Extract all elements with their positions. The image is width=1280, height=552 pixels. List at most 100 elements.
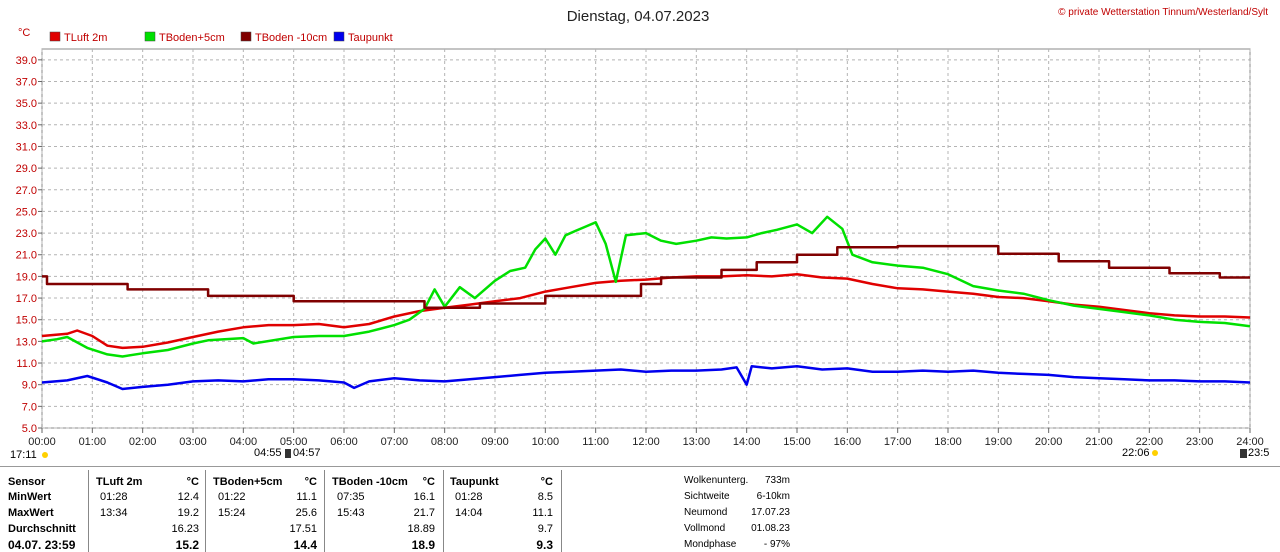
row-value: 15.2 xyxy=(175,538,199,552)
row-value: 8.5 xyxy=(537,491,553,503)
info-label: Wolkenunterg. xyxy=(684,475,749,486)
table-divider xyxy=(0,466,1280,467)
x-tick-label: 24:00 xyxy=(1236,436,1264,448)
row-time: 14:04 xyxy=(455,507,483,519)
y-tick-label: 25.0 xyxy=(16,206,37,218)
marker-sunset: 22:06 xyxy=(1122,447,1150,459)
legend-label: Taupunkt xyxy=(348,32,393,44)
marker-sunrise-a: 04:55 xyxy=(254,447,282,459)
col-divider xyxy=(561,470,562,552)
y-tick-label: 7.0 xyxy=(22,401,37,413)
legend-swatch xyxy=(240,31,252,42)
moon-icon xyxy=(1240,449,1247,458)
x-tick-label: 19:00 xyxy=(985,436,1013,448)
x-tick-label: 00:00 xyxy=(28,436,56,448)
y-tick-label: 5.0 xyxy=(22,423,37,435)
header-unit3: °C xyxy=(422,476,435,488)
col-divider xyxy=(324,470,325,552)
y-tick-label: 13.0 xyxy=(16,336,37,348)
series-line-2 xyxy=(42,244,1250,310)
y-axis: 5.0 7.0 9.0 11.0 13.0 15.0 17.0 19.0 21.0 23.0 25.… xyxy=(16,55,42,435)
row-value: 18.89 xyxy=(407,523,435,535)
sunrise-icon xyxy=(285,449,291,458)
x-tick-label: 15:00 xyxy=(783,436,811,448)
row-label: 04.07. 23:59 xyxy=(8,538,76,552)
info-label: Sichtweite xyxy=(684,491,730,502)
row-value: 9.3 xyxy=(536,538,553,552)
row-value: 9.7 xyxy=(537,523,553,535)
info-label: Neumond xyxy=(684,507,728,518)
chart-series xyxy=(41,215,1251,391)
x-tick-label: 05:00 xyxy=(280,436,308,448)
stats-table: Sensor TLuft 2m °C TBoden+5cm °C TBoden … xyxy=(0,466,1280,552)
header-unit2: °C xyxy=(304,476,317,488)
x-tick-label: 11:00 xyxy=(582,436,609,448)
header-col3: TBoden -10cm xyxy=(332,476,408,488)
row-label: MaxWert xyxy=(8,507,54,519)
header-col1: TLuft 2m xyxy=(96,476,143,488)
row-value: 11.1 xyxy=(296,491,317,503)
y-tick-label: 31.0 xyxy=(16,141,37,153)
x-tick-label: 18:00 xyxy=(934,436,962,448)
row-value: 17.51 xyxy=(289,523,317,535)
chart-grid xyxy=(41,48,1251,429)
series-line-1 xyxy=(41,215,1251,358)
y-tick-label: 17.0 xyxy=(16,293,37,305)
row-time: 15:43 xyxy=(337,507,365,519)
row-label: MinWert xyxy=(8,491,52,503)
header-unit4: °C xyxy=(540,476,553,488)
y-tick-label: 27.0 xyxy=(16,185,37,197)
sun-icon xyxy=(42,452,48,458)
x-tick-label: 16:00 xyxy=(834,436,862,448)
header-unit1: °C xyxy=(186,476,199,488)
legend-swatch xyxy=(49,31,61,42)
legend-label: TBoden+5cm xyxy=(159,32,225,44)
info-label: Vollmond xyxy=(684,523,726,534)
row-value: 11.1 xyxy=(532,507,553,519)
chart-title: Dienstag, 04.07.2023 xyxy=(567,8,710,25)
row-value: 19.2 xyxy=(177,507,199,519)
y-axis-unit: °C xyxy=(18,27,30,39)
x-axis: 00:00 01:00 02:00 03:00 04:00 05:00 06:00 07:00… xyxy=(28,428,1264,448)
y-tick-label: 35.0 xyxy=(16,98,37,110)
row-value: 18.9 xyxy=(411,538,435,552)
y-tick-label: 19.0 xyxy=(16,271,37,283)
x-tick-label: 06:00 xyxy=(330,436,358,448)
x-tick-label: 22:00 xyxy=(1136,436,1164,448)
x-tick-label: 13:00 xyxy=(683,436,711,448)
info-label: Mondphase xyxy=(684,539,737,550)
col-divider xyxy=(88,470,89,552)
x-tick-label: 10:00 xyxy=(532,436,560,448)
row-time: 07:35 xyxy=(337,491,365,503)
x-tick-label: 07:00 xyxy=(381,436,409,448)
header-col2: TBoden+5cm xyxy=(213,476,283,488)
y-tick-label: 29.0 xyxy=(16,163,37,175)
row-label: Durchschnitt xyxy=(8,523,76,535)
y-tick-label: 9.0 xyxy=(22,380,37,392)
series-line-0 xyxy=(41,272,1251,350)
marker-right-time: 23:5 xyxy=(1248,447,1269,459)
x-tick-label: 08:00 xyxy=(431,436,459,448)
marker-sunrise-b: 04:57 xyxy=(293,447,321,459)
x-tick-label: 02:00 xyxy=(129,436,157,448)
y-tick-label: 39.0 xyxy=(16,55,37,67)
sun-markers: 17:11 04:55 04:57 22:06 23:5 xyxy=(10,447,1269,461)
col-divider xyxy=(205,470,206,552)
row-value: 16.23 xyxy=(171,523,199,535)
x-tick-label: 04:00 xyxy=(230,436,258,448)
y-tick-label: 11.0 xyxy=(16,358,37,370)
header-col4: Taupunkt xyxy=(450,476,499,488)
legend-label: TLuft 2m xyxy=(64,32,107,44)
row-value: 21.7 xyxy=(413,507,435,519)
copyright-text: © private Wetterstation Tinnum/Westerlan… xyxy=(1058,7,1268,18)
info-value: 6-10km xyxy=(756,491,790,502)
legend-swatch xyxy=(333,31,345,42)
info-value: 01.08.23 xyxy=(751,523,790,534)
row-time: 01:22 xyxy=(218,491,246,503)
col-divider xyxy=(443,470,444,552)
y-tick-label: 21.0 xyxy=(16,250,37,262)
marker-left-time: 17:11 xyxy=(10,449,37,461)
sunset-icon xyxy=(1152,450,1158,456)
row-value: 14.4 xyxy=(293,538,317,552)
info-value: - 97% xyxy=(763,539,790,550)
